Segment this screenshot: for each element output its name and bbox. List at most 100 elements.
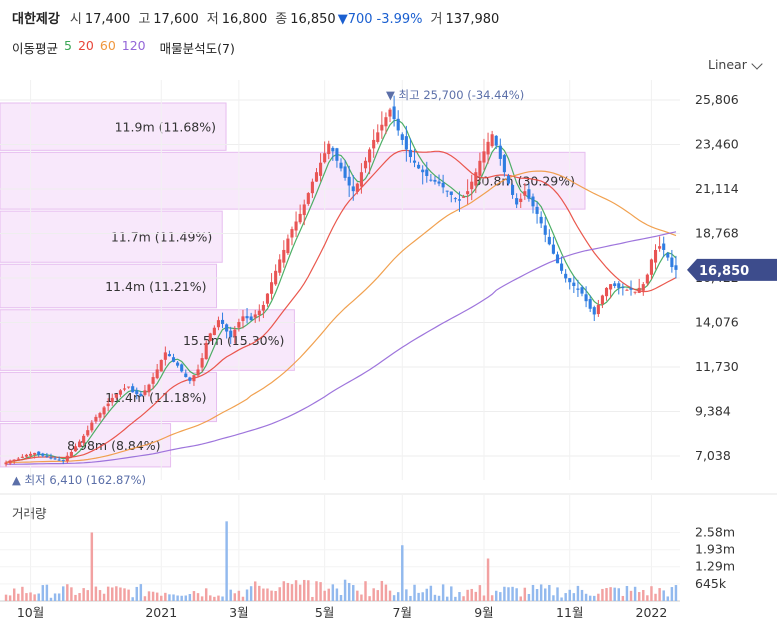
candle-body[interactable] — [478, 160, 482, 176]
candle-body[interactable] — [584, 294, 588, 302]
candle-body[interactable] — [494, 135, 498, 146]
volume-bar[interactable] — [392, 595, 396, 601]
volume-bar[interactable] — [523, 587, 527, 601]
volume-bar[interactable] — [417, 592, 420, 601]
candle-body[interactable] — [359, 172, 363, 187]
volume-bar[interactable] — [29, 592, 32, 601]
volume-bar[interactable] — [160, 595, 163, 601]
candle-body[interactable] — [261, 304, 265, 311]
volume-bar[interactable] — [572, 593, 576, 601]
candle-body[interactable] — [78, 441, 82, 448]
candle-body[interactable] — [216, 320, 221, 328]
candle-body[interactable] — [188, 377, 192, 381]
candle-body[interactable] — [4, 462, 8, 465]
candle-body[interactable] — [127, 386, 131, 388]
volume-bar[interactable] — [539, 584, 543, 601]
candle-body[interactable] — [331, 147, 335, 152]
volume-bar[interactable] — [564, 593, 567, 601]
volume-bar[interactable] — [115, 586, 118, 601]
volume-bar[interactable] — [62, 586, 65, 601]
volume-bar[interactable] — [168, 594, 171, 601]
volume-bar[interactable] — [286, 582, 290, 601]
candle-body[interactable] — [225, 324, 229, 332]
candle-body[interactable] — [237, 322, 241, 328]
volume-bar[interactable] — [519, 596, 522, 601]
candle-body[interactable] — [118, 390, 122, 395]
candle-body[interactable] — [511, 184, 515, 195]
candle-body[interactable] — [270, 282, 274, 294]
volume-bar[interactable] — [482, 595, 486, 601]
candle-body[interactable] — [245, 316, 249, 319]
volume-bar[interactable] — [143, 596, 147, 601]
volume-bar[interactable] — [119, 587, 122, 601]
volume-bar[interactable] — [180, 595, 183, 601]
candle-body[interactable] — [306, 193, 310, 204]
candle-body[interactable] — [102, 407, 106, 415]
volume-bar[interactable] — [597, 593, 600, 601]
volume-bar[interactable] — [98, 590, 102, 601]
candle-body[interactable] — [12, 459, 16, 461]
candle-body[interactable] — [167, 354, 171, 357]
volume-bar[interactable] — [123, 588, 126, 601]
volume-bar[interactable] — [376, 590, 379, 601]
volume-bar[interactable] — [560, 597, 563, 601]
candle-body[interactable] — [539, 216, 543, 224]
volume-bar[interactable] — [253, 581, 257, 601]
volume-bar[interactable] — [462, 596, 465, 601]
volume-bar[interactable] — [53, 593, 57, 601]
candle-body[interactable] — [86, 430, 90, 436]
volume-bar[interactable] — [478, 585, 482, 601]
volume-bar[interactable] — [278, 587, 281, 601]
candle-body[interactable] — [143, 390, 147, 395]
volume-bar[interactable] — [368, 596, 371, 601]
volume-bar[interactable] — [405, 589, 408, 601]
volume-bar[interactable] — [229, 589, 232, 601]
candle-body[interactable] — [220, 319, 225, 324]
volume-bar[interactable] — [458, 592, 461, 601]
volume-bar[interactable] — [372, 588, 375, 601]
volume-bar[interactable] — [41, 585, 45, 601]
candle-body[interactable] — [596, 304, 600, 315]
candle-body[interactable] — [310, 181, 314, 194]
candle-body[interactable] — [506, 175, 511, 184]
candle-body[interactable] — [24, 454, 29, 457]
candle-body[interactable] — [633, 291, 637, 293]
candle-body[interactable] — [65, 455, 69, 462]
candle-body[interactable] — [547, 236, 551, 245]
volume-bar[interactable] — [650, 586, 653, 601]
volume-bar[interactable] — [66, 584, 69, 601]
candle-body[interactable] — [613, 283, 617, 287]
volume-bar[interactable] — [106, 586, 110, 601]
volume-bar[interactable] — [421, 592, 424, 601]
volume-bar[interactable] — [401, 545, 404, 601]
volume-bar-layer[interactable] — [4, 521, 678, 601]
volume-bar[interactable] — [311, 596, 314, 601]
candle-body[interactable] — [527, 189, 531, 199]
candle-body[interactable] — [645, 274, 649, 284]
candle-body[interactable] — [425, 169, 429, 176]
candle-body[interactable] — [212, 327, 216, 336]
candle-body[interactable] — [404, 136, 408, 150]
volume-bar[interactable] — [588, 595, 592, 601]
candle-body[interactable] — [355, 183, 359, 192]
candle-body[interactable] — [519, 198, 523, 202]
volume-bar[interactable] — [343, 579, 347, 601]
volume-bar[interactable] — [584, 593, 588, 601]
volume-bar[interactable] — [266, 588, 269, 601]
candle-body[interactable] — [229, 330, 233, 338]
candle-body[interactable] — [196, 369, 200, 376]
scale-mode-dropdown[interactable]: Linear — [708, 57, 747, 72]
volume-bar[interactable] — [94, 586, 98, 601]
volume-bar[interactable] — [258, 585, 261, 601]
candle-body[interactable] — [445, 190, 449, 192]
candle-body[interactable] — [396, 118, 400, 131]
volume-bar[interactable] — [217, 595, 220, 601]
volume-bar[interactable] — [384, 584, 388, 601]
candle-body[interactable] — [641, 284, 645, 291]
volume-bar[interactable] — [323, 590, 326, 601]
volume-bar[interactable] — [437, 595, 441, 601]
volume-bar[interactable] — [576, 585, 580, 601]
volume-bar[interactable] — [172, 594, 175, 601]
candle-body[interactable] — [441, 182, 445, 188]
volume-bar[interactable] — [486, 558, 490, 601]
